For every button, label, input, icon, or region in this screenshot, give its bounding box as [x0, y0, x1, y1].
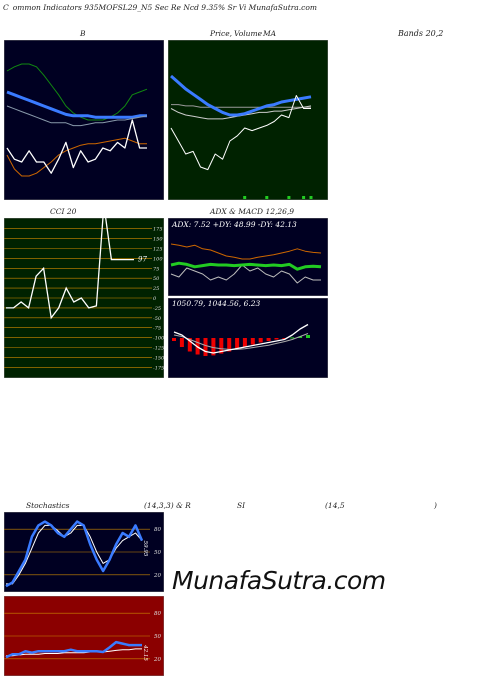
- adx-macd-label: ADX & MACD 12,26,9: [210, 207, 295, 216]
- adx-line: [170, 261, 322, 271]
- cci-tick-label: -175: [153, 365, 164, 371]
- macd-histogram-bar: [172, 338, 176, 341]
- macd-histogram-bar: [203, 338, 208, 356]
- rsi-value-label: 42.15: [142, 644, 148, 661]
- macd-histogram-bar: [179, 338, 184, 347]
- adx-bg: [168, 218, 328, 296]
- macd-histogram-bar: [187, 338, 192, 352]
- macd-histogram-bar: [298, 336, 303, 338]
- mid-band-line: [6, 105, 148, 127]
- cci-tick-label: -125: [153, 346, 164, 352]
- price-line: [170, 95, 311, 171]
- volume-bar: [309, 196, 313, 199]
- macd-bg: [168, 298, 328, 378]
- bollinger-bg: [4, 40, 164, 200]
- macd-histogram-bar: [242, 338, 247, 347]
- macd-histogram-bar: [227, 338, 232, 352]
- ma-line: [170, 74, 312, 117]
- cci-tick-label: -25: [153, 306, 161, 312]
- title-rest: ommon Indicators 935MOFSL29_N5 Sec Re Nc…: [12, 3, 317, 12]
- cci-tick-label: 0: [153, 296, 157, 302]
- macd-histogram-bar: [290, 337, 295, 339]
- title-c: C: [3, 3, 9, 12]
- macd-histogram-bar: [211, 338, 216, 356]
- cci-line: [6, 218, 134, 320]
- rsi-fast-line: [5, 640, 142, 659]
- cci-tick-label: -75: [153, 326, 161, 332]
- bands-label: Bands 20,2: [398, 29, 444, 38]
- stoch-label: Stochastics: [26, 501, 70, 510]
- volume-bar: [302, 196, 306, 199]
- adx-values-label: ADX: 7.52 +DY: 48.99 -DY: 42.13: [171, 220, 297, 229]
- cci-label: CCI 20: [50, 207, 77, 216]
- cci-tick-label: -100: [153, 336, 164, 342]
- cci-tick-label: 25: [152, 286, 159, 292]
- lower-band-line: [6, 137, 147, 177]
- ma-line: [6, 90, 147, 119]
- stochastics-chart: 80 50 20 59.95: [4, 512, 164, 592]
- cci-chart: 175 150 125 100 75 50 25 0 -25 -50 -75 -100 -125 -150…: [4, 218, 164, 378]
- rsi-tick-label: 20: [153, 657, 161, 663]
- macd-histogram-bar: [282, 338, 287, 339]
- bollinger-label: B: [80, 29, 86, 38]
- macd-values-label: 1050.79, 1044.56, 6.23: [172, 299, 260, 308]
- stoch-value-label: 59.95: [142, 541, 148, 557]
- stoch-slow-line: [6, 524, 143, 585]
- adx-plus-di-line: [170, 243, 322, 260]
- ma-long-line: [171, 104, 311, 108]
- bollinger-chart: [4, 40, 164, 200]
- macd-line: [173, 323, 309, 354]
- cci-tick-label: -150: [153, 355, 164, 361]
- volume-bar: [287, 196, 291, 199]
- macd-chart: 1050.79, 1044.56, 6.23: [168, 298, 328, 378]
- macd-histogram-bar: [306, 335, 310, 338]
- cci-tick-label: 100: [153, 256, 163, 262]
- adx-chart: ADX: 7.52 +DY: 48.99 -DY: 42.13: [168, 218, 328, 296]
- macd-histogram-bar: [266, 338, 271, 341]
- rsi-params-close: ): [434, 501, 437, 510]
- macd-histogram-bar: [274, 338, 279, 340]
- rsi-slow-line: [6, 648, 142, 657]
- stoch-tick-label: 50: [154, 550, 161, 556]
- cci-tick-label: 150: [153, 237, 163, 243]
- watermark: MunafaSutra.com: [172, 566, 386, 595]
- price-line: [6, 119, 147, 174]
- cci-tick-label: 50: [153, 276, 160, 282]
- cci-value-label: 97: [138, 256, 147, 264]
- stoch-fast-line: [5, 520, 144, 588]
- macd-histogram-bar: [250, 338, 255, 345]
- macd-histogram-bar: [258, 338, 263, 343]
- volume-bar: [243, 196, 247, 199]
- cci-tick-label: -50: [153, 316, 162, 322]
- macd-histogram-bar: [235, 338, 240, 350]
- price-volume-chart: [168, 40, 328, 200]
- cci-tick-label: 125: [153, 247, 163, 253]
- macd-histogram-bar: [219, 338, 224, 354]
- ma-label: MA: [263, 29, 277, 38]
- rsi-params: (14,5: [325, 501, 345, 510]
- price-label: Price,: [210, 29, 233, 38]
- price-volume-bg: [168, 40, 328, 200]
- adx-minus-di-line: [170, 264, 321, 284]
- cci-tick-label: 175: [153, 227, 163, 233]
- macd-signal-line: [173, 333, 309, 350]
- cci-tick-label: 75: [153, 266, 159, 272]
- rsi-tick-label: 50: [154, 634, 161, 640]
- rsi-label: SI: [237, 501, 246, 510]
- volume-bar: [265, 196, 269, 199]
- rsi-chart: 80 50 20 42.15: [4, 596, 164, 676]
- stoch-tick-label: 20: [153, 573, 161, 579]
- stoch-tick-label: 80: [154, 527, 161, 533]
- stoch-params: (14,3,3) & R: [144, 501, 191, 510]
- volume-label: Volume: [234, 29, 263, 38]
- rsi-tick-label: 80: [154, 611, 161, 617]
